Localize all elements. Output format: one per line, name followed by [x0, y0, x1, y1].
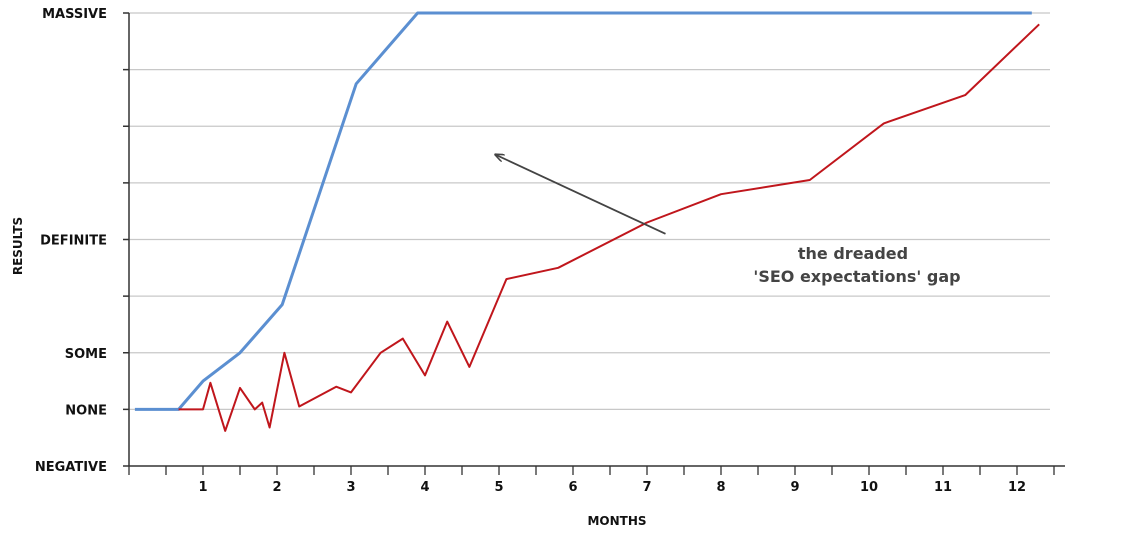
x-axis-title: MONTHS	[587, 514, 646, 528]
x-tick-label: 2	[272, 480, 281, 495]
y-tick-label: NEGATIVE	[35, 460, 107, 475]
y-tick-label: SOME	[65, 347, 107, 362]
annotation-line-1: the dreaded	[798, 244, 908, 263]
results-line	[178, 23, 1040, 432]
y-tick-label: DEFINITE	[40, 234, 107, 249]
series	[134, 11, 1040, 432]
x-tick-label: 10	[860, 480, 878, 495]
x-tick-label: 7	[642, 480, 651, 495]
annotation: the dreaded 'SEO expectations' gap	[495, 155, 961, 286]
x-tick-label: 11	[934, 480, 952, 495]
y-axis-title: RESULTS	[11, 217, 25, 275]
annotation-arrow	[495, 155, 666, 235]
x-tick-label: 12	[1008, 480, 1026, 495]
x-tick-label: 9	[790, 480, 799, 495]
x-tick-label: 5	[494, 480, 503, 495]
expectations-line	[134, 11, 1032, 411]
x-tick-label: 8	[716, 480, 725, 495]
x-tick-label: 3	[346, 480, 355, 495]
y-tick-label: MASSIVE	[42, 7, 107, 22]
axes	[123, 12, 1065, 475]
annotation-line-2: 'SEO expectations' gap	[753, 267, 960, 286]
grid	[129, 12, 1050, 410]
y-tick-label: NONE	[65, 403, 107, 418]
x-tick-label: 4	[420, 480, 429, 495]
x-tick-label: 6	[568, 480, 577, 495]
x-tick-label: 1	[198, 480, 207, 495]
